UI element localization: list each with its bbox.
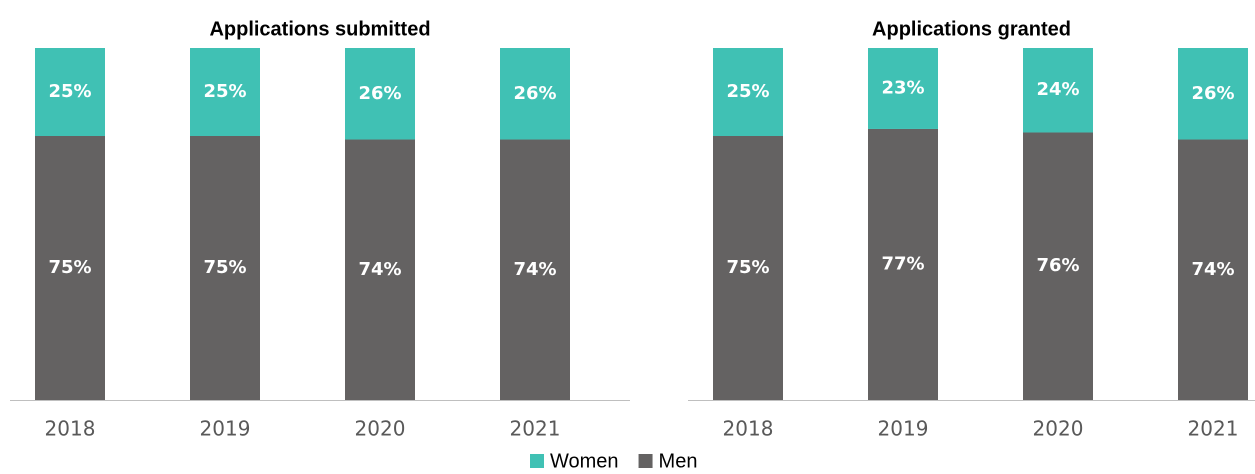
x-tick-label: 2019: [878, 417, 929, 441]
bar-segment: Women: [868, 48, 938, 129]
bar-segment: Men: [713, 136, 783, 400]
value-label: 74%: [358, 259, 401, 280]
value-label: 75%: [48, 257, 91, 278]
x-tick-label: 2018: [45, 417, 96, 441]
x-tick-label: 2019: [200, 417, 251, 441]
bar-segment: Women: [190, 48, 260, 136]
value-label: 26%: [1191, 83, 1234, 104]
bar-segment: Women: [35, 48, 105, 136]
value-label: 74%: [1191, 259, 1234, 280]
x-tick-label: 2020: [1033, 417, 1084, 441]
value-label: 77%: [881, 253, 924, 274]
value-label: 25%: [48, 81, 91, 102]
value-label: 75%: [203, 257, 246, 278]
x-tick-label: 2021: [510, 417, 561, 441]
value-label: 24%: [1036, 79, 1079, 100]
value-label: 75%: [726, 257, 769, 278]
chart-title: Applications granted: [872, 18, 1071, 40]
legend-label: Women: [550, 450, 619, 472]
bar-segment: Men: [35, 136, 105, 400]
bar-segment: Men: [500, 139, 570, 400]
bar-segment: Women: [1178, 48, 1248, 140]
bar-segment: Women: [713, 48, 783, 136]
chart-title: Applications submitted: [209, 18, 430, 40]
legend-label: Men: [659, 450, 698, 472]
bar-segment: Men: [345, 139, 415, 400]
legend-swatch: [638, 454, 653, 468]
value-label: 23%: [881, 77, 924, 98]
bar-segment: Men: [1178, 139, 1248, 400]
x-tick-label: 2020: [355, 417, 406, 441]
value-label: 76%: [1036, 255, 1079, 276]
bar-segment: Women: [345, 48, 415, 140]
value-label: 74%: [513, 259, 556, 280]
value-label: 26%: [513, 83, 556, 104]
value-label: 25%: [203, 81, 246, 102]
value-label: 26%: [358, 83, 401, 104]
bar-segment: Men: [868, 128, 938, 400]
bar-segment: Men: [190, 136, 260, 400]
legend-swatch: [530, 454, 544, 468]
bar-segment: Women: [500, 48, 570, 140]
x-tick-label: 2018: [723, 417, 774, 441]
bar-segment: Women: [1023, 48, 1093, 133]
x-tick-label: 2021: [1188, 417, 1239, 441]
bar-segment: Men: [1023, 132, 1093, 401]
value-label: 25%: [726, 81, 769, 102]
